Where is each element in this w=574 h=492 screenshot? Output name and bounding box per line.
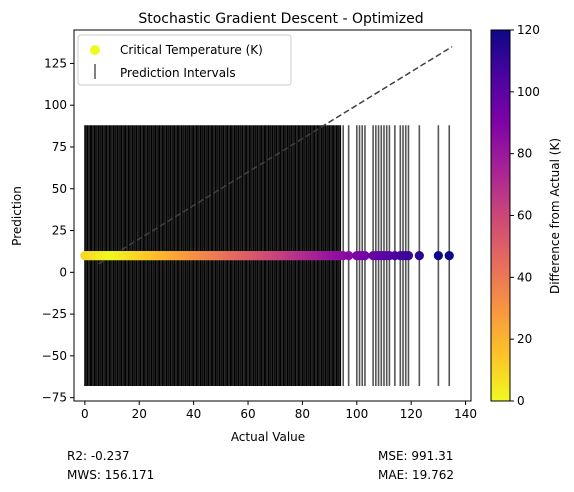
- colorbar-label: Difference from Actual (K): [548, 138, 562, 294]
- colorbar-tick-label: 80: [517, 147, 532, 161]
- x-tick-label: 20: [132, 407, 147, 421]
- colorbar-tick-label: 20: [517, 332, 532, 346]
- metric-mse: MSE: 991.31: [378, 449, 454, 463]
- reference-line-group: [98, 46, 453, 265]
- y-tick-label: 25: [52, 224, 67, 238]
- y-axis-ticks: −75 −50 −25 0 25 50 75 100 125: [42, 56, 74, 405]
- y-axis-label: Prediction: [10, 186, 24, 246]
- colorbar-tick-label: 60: [517, 209, 532, 223]
- reference-line: [98, 46, 453, 265]
- x-tick-label: 120: [400, 407, 423, 421]
- scatter-point: [344, 251, 354, 261]
- chart-title: Stochastic Gradient Descent - Optimized: [138, 11, 423, 27]
- scatter-points: [80, 251, 454, 261]
- legend-entry-scatter: Critical Temperature (K): [120, 43, 263, 57]
- y-tick-label: −75: [42, 391, 67, 405]
- metric-mws: MWS: 156.171: [67, 468, 155, 482]
- scatter-point: [360, 251, 370, 261]
- colorbar-tick-label: 0: [517, 394, 525, 408]
- x-tick-label: 80: [295, 407, 310, 421]
- y-tick-label: −25: [42, 307, 67, 321]
- scatter-point: [444, 251, 454, 261]
- legend-frame: [77, 34, 292, 86]
- y-tick-label: 50: [52, 182, 67, 196]
- x-tick-label: 140: [454, 407, 477, 421]
- colorbar-tick-label: 100: [517, 85, 540, 99]
- x-axis-label: Actual Value: [231, 430, 305, 444]
- scatter-point: [403, 251, 414, 261]
- y-tick-label: 0: [59, 265, 67, 279]
- metric-mae: MAE: 19.762: [378, 468, 454, 482]
- x-axis-ticks: 0 20 40 60 80 100 120 140: [81, 401, 477, 421]
- y-tick-label: 75: [52, 140, 67, 154]
- x-tick-label: 60: [240, 407, 255, 421]
- scatter-point: [414, 251, 424, 261]
- y-tick-label: −50: [42, 349, 67, 363]
- y-tick-label: 125: [44, 56, 67, 70]
- metric-r2: R2: -0.237: [67, 449, 130, 463]
- colorbar-tick-label: 40: [517, 270, 532, 284]
- colorbar: [490, 29, 511, 402]
- colorbar-ticks: 0 20 40 60 80 100 120: [510, 23, 540, 408]
- legend: Critical Temperature (K) Prediction Inte…: [77, 34, 292, 86]
- x-tick-label: 40: [186, 407, 201, 421]
- x-tick-label: 100: [345, 407, 368, 421]
- legend-entry-intervals: Prediction Intervals: [120, 66, 236, 80]
- y-tick-label: 100: [44, 98, 67, 112]
- legend-marker-circle: [90, 45, 100, 55]
- scatter-point: [433, 251, 443, 261]
- colorbar-tick-label: 120: [517, 23, 540, 37]
- x-tick-label: 0: [81, 407, 89, 421]
- plot-frame: [73, 29, 472, 402]
